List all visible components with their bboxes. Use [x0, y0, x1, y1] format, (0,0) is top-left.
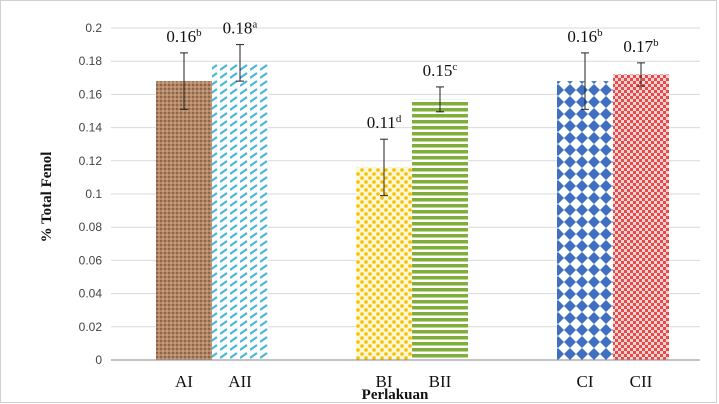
y-tick-label: 0.02 [79, 320, 103, 334]
data-label-value: 0.16 [166, 27, 196, 46]
bar-ci [557, 81, 613, 361]
significance-letter: d [396, 113, 402, 125]
data-label-value: 0.18 [223, 19, 253, 38]
y-tick-label: 0 [95, 353, 102, 367]
x-tick-label-cii: CII [630, 372, 653, 391]
y-tick-label: 0.18 [79, 54, 103, 68]
x-tick-label-bi: BI [376, 372, 393, 391]
data-label-value: 0.11 [367, 113, 396, 132]
y-axis-title: % Total Fenol [39, 152, 55, 243]
y-tick-label: 0.16 [79, 87, 103, 101]
data-label-ci: 0.16b [567, 27, 603, 46]
y-tick-label: 0.1 [85, 187, 102, 201]
data-label-ai: 0.16b [166, 27, 202, 46]
data-label-value: 0.16 [567, 27, 597, 46]
bar-bii [412, 99, 468, 360]
y-tick-label: 0.12 [79, 154, 103, 168]
data-label-aii: 0.18a [223, 19, 258, 38]
bars [156, 62, 669, 361]
significance-letter: b [196, 27, 202, 39]
x-tick-label-ai: AI [175, 372, 193, 391]
y-tick-labels: 0 0.02 0.04 0.06 0.08 0.1 0.12 0.14 0.16 0.18 0.2 [79, 21, 103, 367]
bar-bi [356, 167, 412, 360]
x-category-labels: AI AII BI BII CI CII [175, 372, 653, 391]
y-tick-label: 0.14 [79, 121, 103, 135]
bar-cii [613, 74, 669, 360]
bar-ai [156, 81, 212, 361]
data-label-bii: 0.15c [423, 61, 458, 80]
significance-letter: b [653, 37, 659, 49]
y-tick-label: 0.06 [79, 253, 103, 267]
error-bars [180, 44, 645, 197]
y-tick-label: 0.2 [85, 21, 102, 35]
x-tick-label-ci: CI [577, 372, 594, 391]
significance-letter: b [597, 27, 603, 39]
x-axis-title: Perlakuan [362, 387, 429, 403]
y-tick-label: 0.04 [79, 287, 103, 301]
data-label-value: 0.17 [623, 37, 653, 56]
data-label-bi: 0.11d [367, 113, 402, 132]
bar-aii [212, 62, 268, 361]
significance-letter: c [452, 61, 457, 73]
x-tick-label-bii: BII [429, 372, 452, 391]
x-tick-label-aii: AII [228, 372, 252, 391]
data-label-cii: 0.17b [623, 37, 659, 56]
y-tick-label: 0.08 [79, 220, 103, 234]
data-label-value: 0.15 [423, 61, 453, 80]
significance-letter: a [252, 19, 257, 31]
